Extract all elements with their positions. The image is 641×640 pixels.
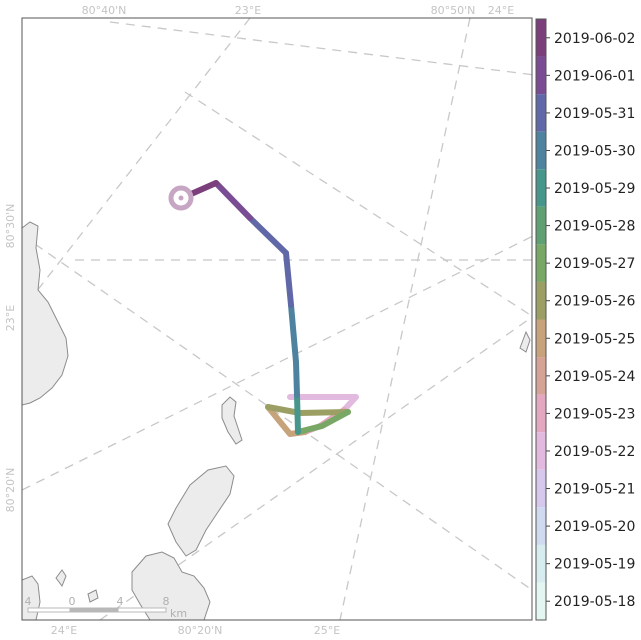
map-panel-border bbox=[21, 17, 533, 621]
legend-label: 2019-05-24 bbox=[554, 369, 635, 385]
legend-label: 2019-05-25 bbox=[554, 331, 635, 347]
legend-frame bbox=[535, 18, 547, 621]
track-segment bbox=[293, 359, 300, 398]
legend-swatch bbox=[536, 281, 546, 320]
legend-swatch bbox=[536, 56, 546, 95]
track-segment bbox=[283, 250, 294, 308]
legend-label: 2019-05-21 bbox=[554, 482, 635, 498]
legend-swatch bbox=[536, 582, 546, 620]
legend-swatch bbox=[536, 469, 546, 508]
track-segment bbox=[247, 215, 289, 256]
legend-label: 2019-05-28 bbox=[554, 219, 635, 235]
land-islet-1 bbox=[55, 569, 67, 588]
graticule-label-top: 24°E bbox=[488, 4, 514, 17]
graticule-label-bottom: 24°E bbox=[51, 624, 77, 637]
date-legend: 2019-06-02 2019-06-01 2019-05-31 2019-05-30… bbox=[535, 18, 635, 621]
graticule-label-bottom: 80°20'N bbox=[178, 624, 223, 637]
graticule-label-left: 80°20'N bbox=[4, 468, 17, 513]
legend-swatch bbox=[536, 94, 546, 132]
scale-bar-tick-label: 8 bbox=[163, 595, 170, 608]
scale-bar-tick-label: 4 bbox=[25, 595, 32, 608]
legend-label: 2019-05-18 bbox=[554, 594, 635, 610]
legend-label: 2019-06-02 bbox=[554, 31, 635, 47]
land-west-coast bbox=[22, 221, 69, 406]
legend-label: 2019-05-22 bbox=[554, 444, 635, 460]
land-small-island bbox=[221, 396, 243, 445]
legend-label: 2019-05-30 bbox=[554, 143, 635, 159]
track-segment bbox=[294, 392, 301, 435]
legend-swatch bbox=[536, 357, 546, 395]
scale-bar-unit: km bbox=[170, 607, 187, 620]
land-islet-east bbox=[519, 330, 531, 353]
map-panel-background bbox=[22, 18, 532, 620]
legend-swatch bbox=[536, 319, 546, 358]
scale-bar-segment bbox=[27, 607, 71, 613]
graticule-line bbox=[22, 234, 532, 591]
land-island-south bbox=[167, 465, 235, 557]
legend-label: 2019-06-01 bbox=[554, 68, 635, 84]
legend-swatch bbox=[536, 432, 546, 470]
legend-label: 2019-05-26 bbox=[554, 294, 635, 310]
track-segment bbox=[295, 409, 351, 435]
track-segment bbox=[287, 394, 359, 413]
track-segment bbox=[213, 180, 253, 221]
graticule-label-top: 80°50'N bbox=[431, 4, 476, 17]
scale-bar-segment bbox=[69, 607, 119, 613]
graticule-label-bottom: 25°E bbox=[314, 624, 340, 637]
legend-label: 2019-05-20 bbox=[554, 519, 635, 535]
scale-bar-tick-label: 4 bbox=[117, 595, 124, 608]
graticule-line bbox=[184, 91, 532, 317]
scale-bar-segment bbox=[117, 607, 167, 613]
legend-swatch bbox=[536, 169, 546, 207]
land-masses bbox=[22, 221, 531, 620]
graticule-label-top: 80°40'N bbox=[82, 4, 127, 17]
legend-swatch bbox=[536, 507, 546, 545]
legend-swatch bbox=[536, 544, 546, 583]
track-segment bbox=[288, 302, 299, 365]
legend-swatch bbox=[536, 244, 546, 282]
graticule-label-left: 80°30'N bbox=[4, 204, 17, 249]
graticule-label-top: 23°E bbox=[235, 4, 261, 17]
legend-swatch bbox=[536, 394, 546, 433]
start-marker-center bbox=[178, 195, 184, 201]
legend-swatch bbox=[536, 19, 546, 57]
land-islet-2 bbox=[87, 589, 99, 603]
map-layers bbox=[22, 18, 532, 620]
graticule-line bbox=[339, 18, 471, 620]
graticule-line bbox=[22, 18, 251, 311]
legend-label: 2019-05-31 bbox=[554, 106, 635, 122]
legend-label: 2019-05-23 bbox=[554, 406, 635, 422]
legend-swatch bbox=[536, 131, 546, 170]
legend-label: 2019-05-19 bbox=[554, 557, 635, 573]
legend-label: 2019-05-27 bbox=[554, 256, 635, 272]
scale-bar-tick-label: 0 bbox=[69, 595, 76, 608]
legend-label: 2019-05-29 bbox=[554, 181, 635, 197]
legend-swatch bbox=[536, 206, 546, 245]
drift-track bbox=[179, 180, 359, 437]
graticule-line bbox=[109, 21, 532, 76]
graticule-label-left: 23°E bbox=[4, 305, 17, 331]
scale-bar: 4 0 4 8 km bbox=[25, 595, 188, 620]
land-island-southwest bbox=[131, 551, 211, 620]
